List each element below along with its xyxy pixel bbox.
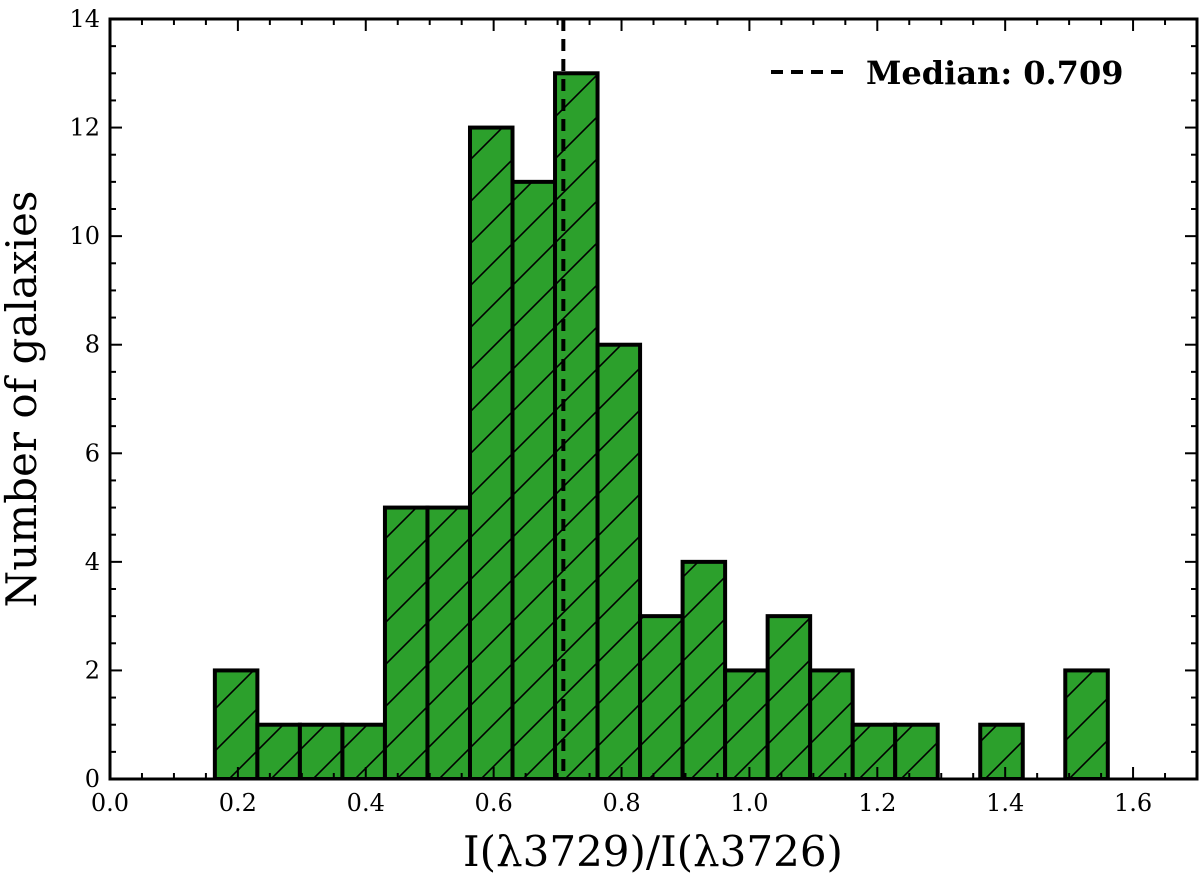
x-tick-label: 0.4	[347, 789, 385, 817]
x-tick-label: 0.0	[91, 789, 129, 817]
histogram-bar	[723, 668, 770, 779]
y-tick-labels: 0 2 4 6 8 10 12 14	[69, 5, 100, 793]
histogram-bar	[297, 722, 345, 779]
y-tick-label: 6	[85, 439, 100, 467]
y-tick-label: 2	[85, 656, 100, 684]
x-axis-title: I(λ3729)/I(λ3726)	[463, 827, 843, 876]
histogram-bar	[595, 342, 643, 779]
y-tick-label: 0	[85, 765, 100, 793]
histogram-bar	[382, 505, 430, 779]
x-tick-labels: 0.0 0.2 0.4 0.6 0.8 1.0 1.2 1.4 1.6	[91, 789, 1152, 817]
x-tick-label: 1.0	[730, 789, 768, 817]
x-tick-label: 0.8	[602, 789, 640, 817]
histogram-bar	[1063, 668, 1110, 779]
x-tick-label: 1.2	[858, 789, 896, 817]
histogram-bar	[340, 722, 387, 779]
histogram-bar	[850, 722, 898, 779]
histogram-bar	[212, 668, 260, 779]
x-tick-label: 0.6	[475, 789, 513, 817]
x-tick-label: 0.2	[219, 789, 257, 817]
histogram-bar	[510, 179, 558, 779]
y-axis-title: Number of galaxies	[0, 191, 46, 608]
y-tick-label: 14	[69, 5, 100, 33]
y-tick-label: 12	[69, 114, 100, 142]
y-tick-label: 4	[85, 548, 100, 576]
histogram-bar	[893, 722, 940, 779]
x-tick-label: 1.4	[986, 789, 1024, 817]
histogram-bar	[978, 722, 1025, 779]
histogram-bar	[680, 559, 728, 779]
histogram-bar	[467, 125, 515, 779]
legend: Median: 0.709	[771, 54, 1123, 92]
x-tick-label: 1.6	[1114, 789, 1152, 817]
histogram-bar	[425, 505, 472, 779]
y-tick-label: 8	[85, 331, 100, 359]
histogram-bar	[765, 614, 813, 779]
histogram-bar	[638, 614, 685, 779]
legend-median-label: Median: 0.709	[866, 54, 1123, 92]
plot-frame	[108, 17, 1199, 781]
histogram-bar	[808, 668, 855, 779]
histogram-bar	[255, 722, 302, 779]
y-tick-label: 10	[69, 222, 100, 250]
histogram-bars	[212, 71, 1110, 779]
